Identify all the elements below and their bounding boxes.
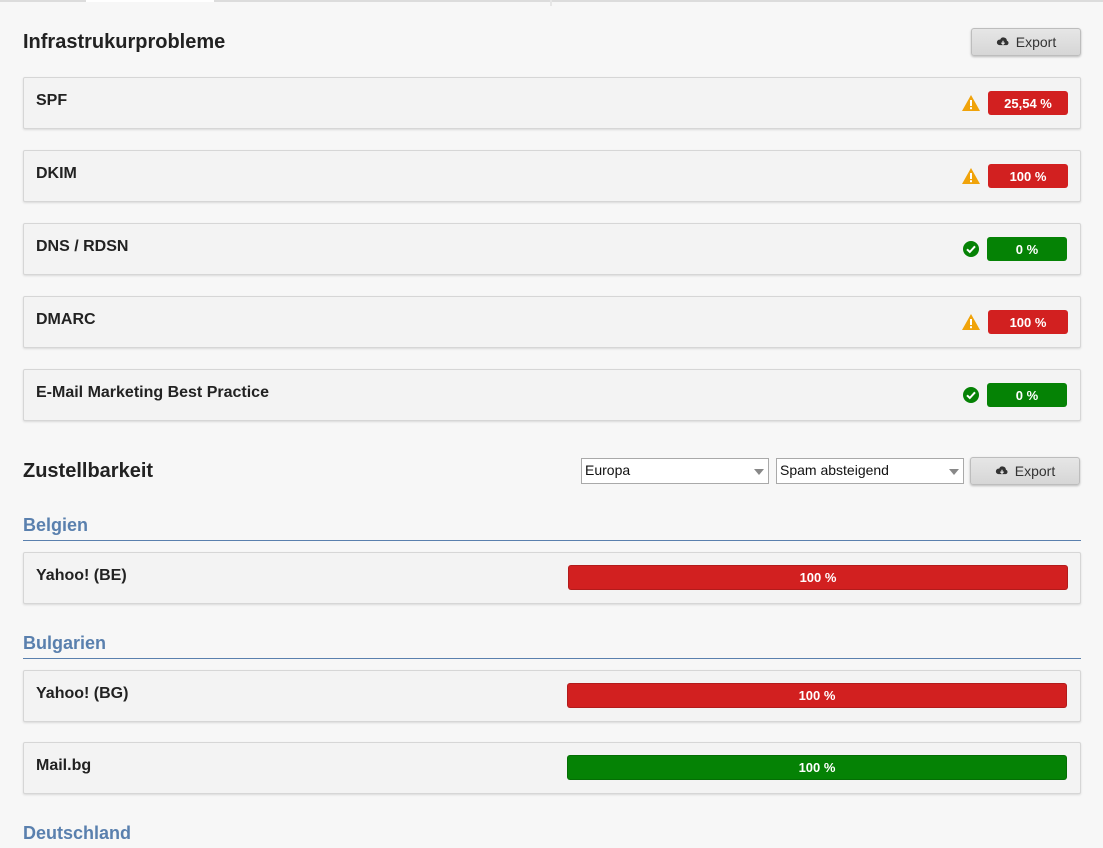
warning-icon <box>962 314 980 330</box>
chevron-down-icon <box>949 469 959 475</box>
cloud-download-icon <box>995 466 1008 475</box>
sort-select[interactable]: Spam absteigend <box>776 458 964 484</box>
provider-label: Yahoo! (BG) <box>36 685 129 702</box>
infrastructure-title: Infrastrukurprobleme <box>23 31 226 53</box>
item-label: E-Mail Marketing Best Practice <box>36 384 269 401</box>
spam-rate-bar: 100 % <box>567 755 1067 780</box>
item-label: DNS / RDSN <box>36 238 129 255</box>
item-label: SPF <box>36 92 68 109</box>
provider-label: Mail.bg <box>36 757 92 774</box>
infrastructure-export-button[interactable]: Export <box>971 28 1081 56</box>
percent-badge: 100 % <box>988 164 1068 188</box>
check-circle-icon <box>963 387 979 403</box>
warning-icon <box>962 168 980 184</box>
deliverability-export-button[interactable]: Export <box>970 457 1080 485</box>
chevron-down-icon <box>754 469 764 475</box>
country-heading-bulgarien: Bulgarien <box>23 633 1081 659</box>
region-select[interactable]: Europa <box>581 458 769 484</box>
sort-select-value: Spam absteigend <box>780 462 889 478</box>
infrastructure-item-dkim[interactable]: DKIM 100 % <box>23 150 1081 202</box>
country-heading-deutschland: Deutschland <box>23 823 132 843</box>
cloud-download-icon <box>996 37 1009 46</box>
infrastructure-item-email-best-practice[interactable]: E-Mail Marketing Best Practice 0 % <box>23 369 1081 421</box>
provider-label: Yahoo! (BE) <box>36 567 127 584</box>
percent-badge: 0 % <box>987 237 1067 261</box>
percent-badge: 100 % <box>988 310 1068 334</box>
item-label: DKIM <box>36 165 77 182</box>
deliverability-title: Zustellbarkeit <box>23 460 154 482</box>
infrastructure-item-dns-rdsn[interactable]: DNS / RDSN 0 % <box>23 223 1081 275</box>
provider-row-yahoo-bg[interactable]: Yahoo! (BG) 100 % <box>23 670 1081 722</box>
item-label: DMARC <box>36 311 96 328</box>
percent-badge: 0 % <box>987 383 1067 407</box>
tab-divider <box>550 0 552 6</box>
top-tab-strip <box>0 0 1103 6</box>
export-label: Export <box>1014 463 1056 479</box>
check-circle-icon <box>963 241 979 257</box>
warning-icon <box>962 95 980 111</box>
spam-rate-bar: 100 % <box>567 683 1067 708</box>
active-tab-indicator <box>86 0 214 2</box>
country-heading-belgien: Belgien <box>23 515 1081 541</box>
infrastructure-item-dmarc[interactable]: DMARC 100 % <box>23 296 1081 348</box>
infrastructure-item-spf[interactable]: SPF 25,54 % <box>23 77 1081 129</box>
spam-rate-bar: 100 % <box>568 565 1068 590</box>
percent-badge: 25,54 % <box>988 91 1068 115</box>
provider-row-mail-bg[interactable]: Mail.bg 100 % <box>23 742 1081 794</box>
export-label: Export <box>1015 34 1057 50</box>
region-select-value: Europa <box>585 462 631 478</box>
provider-row-yahoo-be[interactable]: Yahoo! (BE) 100 % <box>23 552 1081 604</box>
